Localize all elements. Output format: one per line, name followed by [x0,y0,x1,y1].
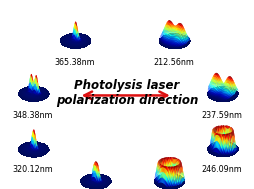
Text: polarization direction: polarization direction [56,94,198,107]
Text: 246.09nm: 246.09nm [202,165,243,174]
Text: 237.59nm: 237.59nm [202,111,243,120]
Text: 348.38nm: 348.38nm [13,111,53,120]
Text: 365.38nm: 365.38nm [55,58,95,67]
Text: 212.56nm: 212.56nm [154,58,194,67]
Text: 320.12nm: 320.12nm [13,165,53,174]
Text: Photolysis laser: Photolysis laser [74,79,180,91]
